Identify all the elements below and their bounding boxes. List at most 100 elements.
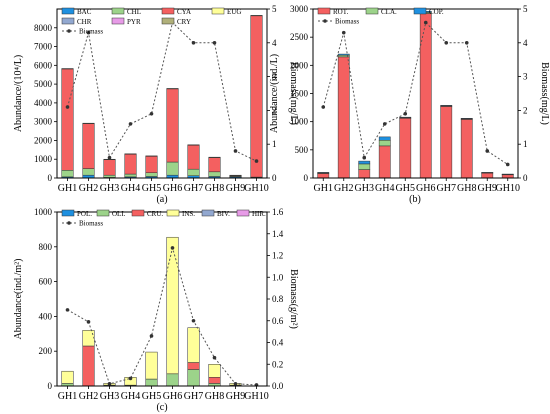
legend-label: BAC [77, 8, 92, 16]
x-tick-label: GH7 [437, 183, 456, 194]
legend-swatch [61, 17, 75, 25]
bar-rot-gh3 [358, 169, 371, 179]
y2-tick-label: 3 [523, 72, 528, 82]
biomass-point [86, 320, 91, 324]
legend-swatch [365, 7, 379, 15]
legend-swatch [61, 209, 75, 217]
biomass-point [254, 159, 259, 163]
bar-rot-gh10 [501, 174, 514, 179]
legend-line-marker [67, 221, 71, 225]
bar-cya-gh8 [208, 157, 221, 173]
legend-swatch [131, 209, 145, 217]
x-tick-label: GH4 [375, 183, 394, 194]
y2-tick-label: 2 [523, 105, 528, 115]
biomass-point [505, 162, 510, 167]
bar-ins-gh1 [61, 370, 74, 384]
bar-rot-gh4 [378, 145, 391, 179]
x-tick-label: GH2 [79, 391, 98, 402]
biomass-point [65, 105, 70, 109]
y-tick-label: 5000 [34, 79, 53, 89]
y2-tick-label: 0.4 [272, 338, 284, 348]
y-tick-label: 0 [48, 381, 53, 391]
y2-axis-label: Biomass(g/m²) [288, 269, 299, 329]
chart-panel-3: 0 200 400 600 800 1000 0.0 0.2 0.4 0.6 0.8 1.0 1.2 1.… [13, 207, 299, 413]
y-axis-label: Abundance/(10⁴/L) [13, 55, 24, 132]
x-tick-label: GH5 [142, 391, 161, 402]
bar-chl-gh1 [61, 170, 74, 178]
bar-rot-gh6 [419, 13, 432, 179]
biomass-point [362, 155, 367, 160]
bar-oli-gh5 [145, 378, 158, 387]
y-axis-label: Abundance/(ind./L) [269, 54, 280, 133]
y-axis-label: Abundance(ind./m²) [13, 258, 24, 339]
y2-tick-label: 1.4 [272, 229, 284, 239]
biomass-point [212, 41, 217, 45]
y2-axis-label: Biomass(mg/L) [539, 62, 550, 125]
bar-cru-gh7 [187, 362, 200, 370]
y-tick-label: 0 [304, 173, 309, 183]
biomass-point [128, 376, 133, 381]
bar-cya-gh1 [61, 68, 74, 171]
biomass-point [485, 149, 490, 153]
y2-tick-label: 1 [272, 139, 277, 149]
bar-eug-gh7 [187, 144, 200, 146]
biomass-point [149, 111, 154, 116]
x-tick-label: GH1 [58, 391, 77, 402]
biomass-point [149, 334, 154, 338]
y-tick-label: 1000 [34, 154, 53, 164]
y2-tick-label: 0 [523, 173, 528, 183]
y-tick-label: 200 [39, 346, 53, 356]
y2-tick-label: 0.0 [272, 381, 284, 391]
bar-cya-gh5 [145, 155, 158, 173]
bar-ins-gh6 [166, 236, 179, 375]
legend-label: COP. [429, 8, 444, 16]
y2-tick-label: 5 [523, 4, 528, 14]
biomass-line [67, 21, 257, 162]
bar-chl-gh7 [187, 168, 200, 176]
x-tick-label: GH9 [478, 183, 497, 194]
x-tick-label: GH4 [121, 183, 140, 194]
bar-rot-gh9 [481, 172, 494, 179]
biomass-line [67, 245, 257, 386]
bar-ins-gh2 [82, 330, 95, 347]
legend-swatch [413, 7, 427, 15]
y-tick-label: 2000 [290, 60, 309, 70]
y2-tick-label: 3 [272, 72, 277, 82]
bar-cop-gh1 [317, 172, 330, 174]
x-tick-label: GH3 [100, 183, 119, 194]
legend: ROT. CLA. COP. Biomass [317, 7, 444, 26]
legend-label: PYR [127, 18, 141, 26]
legend-label: HIR. [252, 210, 266, 218]
bar-cop-gh10 [501, 173, 514, 175]
legend-line-marker [67, 29, 71, 33]
x-tick-label: GH8 [205, 391, 224, 402]
bar-eug-gh2 [82, 122, 95, 124]
y-tick-label: 6000 [34, 60, 53, 70]
legend-swatch [236, 209, 250, 217]
legend-line-marker [323, 19, 327, 23]
bar-ins-gh8 [208, 364, 221, 378]
y2-tick-label: 4 [272, 38, 277, 48]
bar-eug-gh1 [61, 68, 74, 70]
legend-label: CYA [177, 8, 191, 16]
x-tick-label: GH7 [184, 391, 203, 402]
x-tick-label: GH1 [58, 183, 77, 194]
biomass-point [212, 355, 217, 360]
y2-tick-label: 4 [523, 38, 528, 48]
y-tick-label: 3000 [34, 117, 53, 127]
biomass-line [322, 21, 509, 165]
bar-chl-gh2 [82, 168, 95, 176]
biomass-point [107, 382, 112, 386]
bar-eug-gh10 [250, 15, 263, 17]
y2-tick-label: 5 [272, 4, 277, 14]
bar-oli-gh6 [166, 373, 179, 387]
bar-cop-gh3 [358, 160, 371, 165]
biomass-point [191, 41, 196, 45]
legend-swatch [111, 17, 125, 25]
y-tick-label: 600 [39, 277, 53, 287]
y2-tick-label: 0 [272, 173, 277, 183]
panel-caption: (b) [409, 194, 421, 205]
bar-ins-gh5 [145, 351, 158, 380]
bar-rot-gh1 [317, 173, 330, 179]
